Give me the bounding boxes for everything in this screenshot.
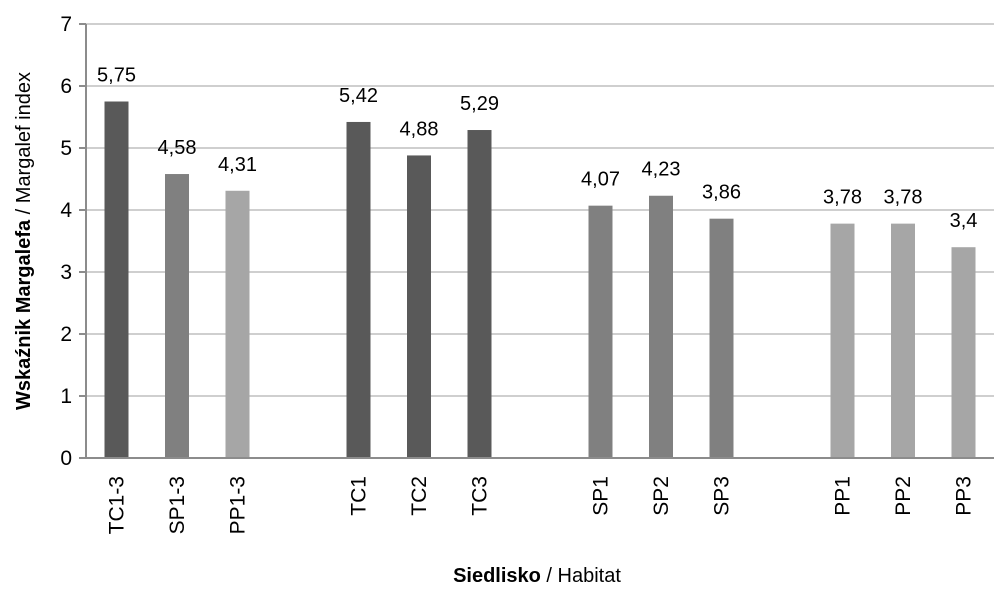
data-label: 4,58 bbox=[158, 137, 197, 159]
bar-sp1 bbox=[588, 205, 613, 458]
y-tick-label: 7 bbox=[60, 13, 72, 36]
x-tick-label: PP1-3 bbox=[227, 476, 250, 534]
gridlines bbox=[86, 23, 994, 397]
x-tick-label: TC2 bbox=[408, 476, 431, 516]
bars bbox=[104, 101, 976, 459]
x-tick-label: TC3 bbox=[469, 476, 492, 516]
y-tick-label: 2 bbox=[60, 323, 72, 346]
bar-tc3 bbox=[467, 130, 492, 458]
x-tick-label: PP2 bbox=[892, 476, 915, 516]
y-axis-title-bold: Wskaźnik Margalefa bbox=[13, 219, 35, 410]
data-label: 3,78 bbox=[823, 187, 862, 209]
bar-sp3 bbox=[709, 218, 734, 458]
bar-tc1-3 bbox=[104, 101, 129, 458]
y-tick-label: 1 bbox=[60, 385, 72, 408]
y-tick-label: 3 bbox=[60, 261, 72, 284]
x-axis-title-bold: Siedlisko bbox=[453, 565, 541, 587]
data-label: 5,29 bbox=[460, 93, 499, 115]
x-tick-label: TC1 bbox=[348, 476, 371, 516]
x-axis-title: Siedlisko / Habitat bbox=[453, 565, 621, 587]
data-label: 4,31 bbox=[218, 154, 257, 176]
y-tick-label: 5 bbox=[60, 137, 72, 160]
data-label: 5,75 bbox=[97, 65, 136, 87]
data-label: 3,78 bbox=[884, 187, 923, 209]
x-tick-label: PP3 bbox=[953, 476, 976, 516]
y-axis-title: Wskaźnik Margalefa / Margalef index bbox=[13, 72, 35, 410]
y-axis-title-rest: / Margalef index bbox=[13, 72, 35, 220]
bar-pp1 bbox=[830, 223, 855, 458]
axes bbox=[79, 23, 994, 459]
x-tick-label: PP1 bbox=[832, 476, 855, 516]
bar-tc2 bbox=[407, 155, 431, 458]
labels: 0 1 2 3 4 5 6 7 5,75 TC1-3 4,58 SP1-3 4,31 PP1-3 5,42 T… bbox=[60, 13, 977, 534]
bar-tc1 bbox=[346, 121, 371, 459]
x-tick-label: SP3 bbox=[711, 476, 734, 516]
bar-sp1-3 bbox=[165, 174, 189, 459]
x-axis-title-rest: / Habitat bbox=[541, 565, 621, 587]
x-tick-label: SP1-3 bbox=[166, 476, 189, 534]
x-tick-label: SP1 bbox=[590, 476, 613, 516]
bar-pp2 bbox=[891, 223, 915, 458]
data-label: 4,88 bbox=[400, 118, 439, 140]
data-label: 4,23 bbox=[642, 159, 681, 181]
bar-pp3 bbox=[951, 247, 976, 458]
y-tick-label: 6 bbox=[60, 75, 72, 98]
data-label: 5,42 bbox=[339, 85, 378, 107]
data-label: 3,4 bbox=[950, 210, 978, 232]
y-tick-label: 4 bbox=[60, 199, 72, 222]
y-tick-label: 0 bbox=[60, 447, 72, 470]
data-label: 4,07 bbox=[581, 169, 620, 191]
x-tick-label: SP2 bbox=[650, 476, 673, 516]
bar-pp1-3 bbox=[225, 190, 250, 458]
bar-sp2 bbox=[649, 195, 673, 459]
data-label: 3,86 bbox=[702, 182, 741, 204]
x-tick-label: TC1-3 bbox=[106, 476, 129, 534]
